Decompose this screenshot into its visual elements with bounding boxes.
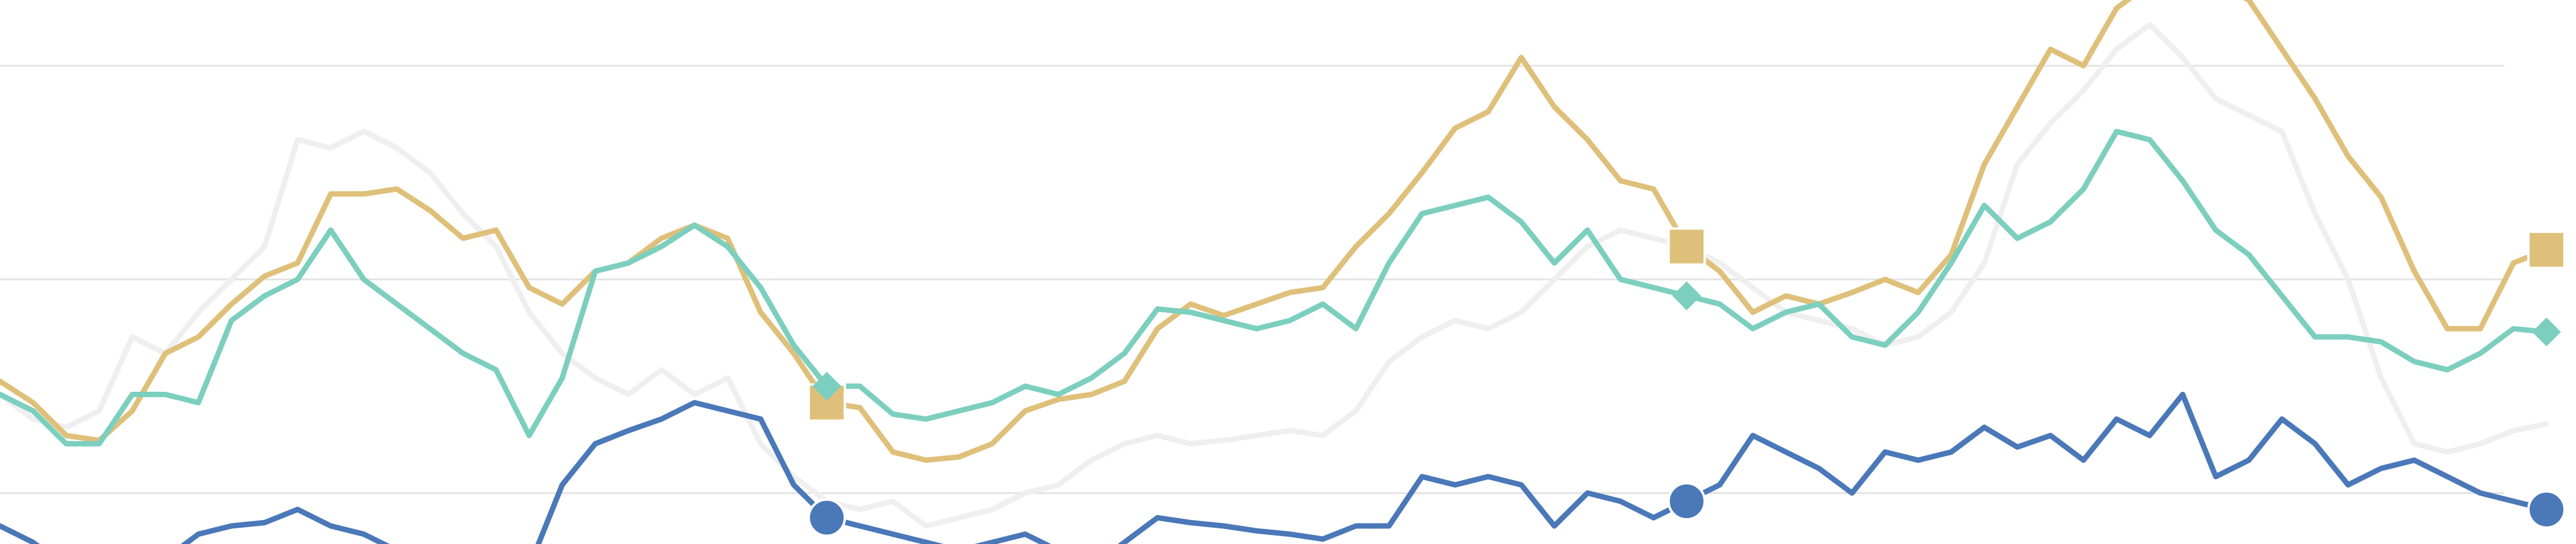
series-line	[0, 392, 2550, 544]
marker-circle	[2527, 490, 2566, 529]
series-line	[0, 22, 2550, 529]
series-line	[0, 129, 2550, 447]
marker-circle	[1667, 481, 1706, 521]
marker-square	[2527, 230, 2566, 270]
marker-diamond	[1672, 281, 1701, 311]
marker-square	[1667, 227, 1706, 266]
series-line	[0, 0, 2550, 463]
marker-circle	[807, 498, 846, 537]
marker-diamond	[2532, 317, 2561, 347]
marker-diamond	[812, 371, 842, 401]
